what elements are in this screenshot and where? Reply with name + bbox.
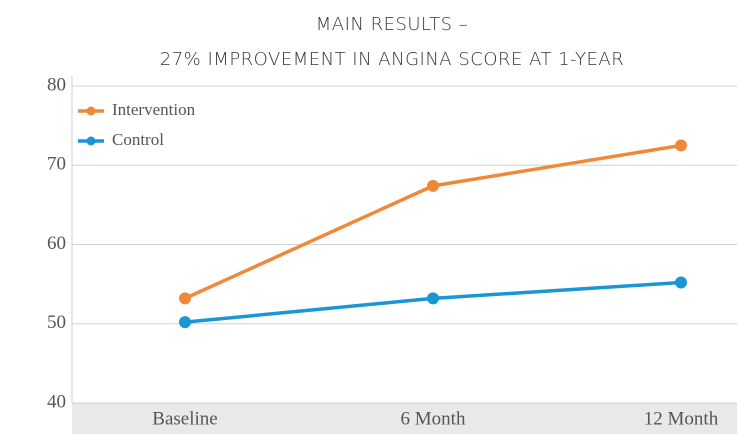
legend-swatch-dot [86, 106, 96, 116]
x-tick-label: 6 Month [401, 408, 466, 429]
series-line [184, 143, 682, 300]
legend-swatch-dot [86, 136, 96, 146]
y-tick-label: 80 [47, 74, 66, 95]
data-point [675, 139, 687, 152]
chart-subtitle: 27% IMPROVEMENT IN ANGINA SCORE AT 1-YEA… [160, 49, 624, 70]
y-tick-label: 70 [47, 154, 66, 175]
data-point [427, 292, 439, 305]
x-axis-band [72, 403, 737, 434]
y-tick-label: 50 [47, 312, 66, 333]
data-point [179, 316, 191, 329]
y-tick-label: 40 [47, 391, 66, 412]
x-tick-label: 12 Month [644, 408, 719, 429]
legend-label: Intervention [112, 100, 196, 119]
y-tick-label: 60 [47, 233, 66, 254]
legend-label: Control [112, 130, 164, 149]
x-tick-label: Baseline [152, 408, 217, 429]
data-point [427, 179, 439, 192]
chart-title: MAIN RESULTS – [316, 14, 469, 35]
data-point [179, 292, 191, 305]
data-point [675, 276, 687, 289]
